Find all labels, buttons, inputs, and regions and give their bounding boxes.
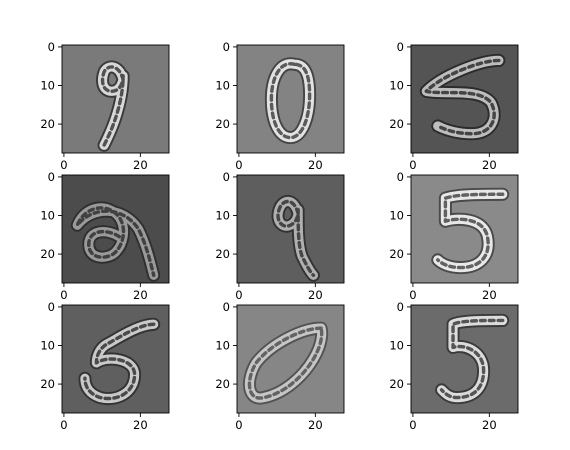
y-tick-label: 20 xyxy=(40,117,55,131)
digit-stroke-core xyxy=(100,65,125,148)
digit-stroke-core xyxy=(439,318,505,400)
x-tick-label: 0 xyxy=(409,418,416,432)
panel-frame xyxy=(61,174,170,284)
panel-frame xyxy=(61,44,170,154)
digit-stroke-core xyxy=(75,206,156,278)
image-panel-1: 0 10 20 0 20 xyxy=(40,40,170,172)
y-tick-label: 10 xyxy=(40,79,55,93)
image-panel-2: 0 10 20 0 20 xyxy=(215,40,345,172)
x-tick-label: 0 xyxy=(235,418,242,432)
y-tick-label: 20 xyxy=(215,377,230,391)
x-tick-label: 0 xyxy=(235,288,242,302)
digit-stroke-core xyxy=(269,62,312,140)
y-tick-label: 20 xyxy=(389,247,404,261)
panel-frame xyxy=(236,174,345,284)
y-tick-label: 0 xyxy=(223,40,230,54)
y-tick-label: 0 xyxy=(397,40,404,54)
y-tick-label: 10 xyxy=(215,339,230,353)
y-tick-label: 0 xyxy=(223,170,230,184)
image-panel-4: 0 10 20 0 20 xyxy=(40,170,170,302)
y-tick-label: 10 xyxy=(40,339,55,353)
y-tick-label: 20 xyxy=(215,247,230,261)
digit-stroke-core xyxy=(424,58,501,136)
panel-frame xyxy=(410,304,519,414)
y-tick-label: 0 xyxy=(48,40,55,54)
y-tick-label: 20 xyxy=(389,377,404,391)
y-tick-label: 20 xyxy=(215,117,230,131)
panel-frame xyxy=(61,304,170,414)
y-tick-label: 20 xyxy=(40,247,55,261)
x-tick-label: 20 xyxy=(133,418,148,432)
x-tick-label: 20 xyxy=(308,418,323,432)
panel-frame xyxy=(410,44,519,154)
x-tick-label: 20 xyxy=(482,418,497,432)
x-tick-label: 0 xyxy=(409,288,416,302)
x-tick-label: 0 xyxy=(60,418,67,432)
x-tick-label: 0 xyxy=(235,158,242,172)
x-tick-label: 20 xyxy=(482,158,497,172)
image-panel-9: 0 10 20 0 20 xyxy=(389,300,519,432)
panel-frame xyxy=(236,304,345,414)
image-panel-7: 0 10 20 0 20 xyxy=(40,300,170,432)
digit-stroke-core xyxy=(83,322,156,401)
image-panel-5: 0 10 20 0 20 xyxy=(215,170,345,302)
y-tick-label: 0 xyxy=(48,170,55,184)
y-tick-label: 20 xyxy=(389,117,404,131)
x-tick-label: 20 xyxy=(133,288,148,302)
y-tick-label: 10 xyxy=(215,79,230,93)
x-tick-label: 0 xyxy=(60,288,67,302)
digit-stroke-core xyxy=(247,326,324,400)
panel-frame xyxy=(236,44,345,154)
image-panel-6: 0 10 20 0 20 xyxy=(389,170,519,302)
y-tick-label: 10 xyxy=(389,209,404,223)
y-tick-label: 0 xyxy=(397,170,404,184)
y-tick-label: 10 xyxy=(389,79,404,93)
x-tick-label: 20 xyxy=(482,288,497,302)
x-tick-label: 20 xyxy=(308,158,323,172)
x-tick-label: 20 xyxy=(133,158,148,172)
digit-stroke-core xyxy=(436,192,505,270)
digit-stroke-core xyxy=(276,199,316,278)
image-panel-8: 0 10 20 0 20 xyxy=(215,300,345,432)
x-tick-label: 0 xyxy=(60,158,67,172)
y-tick-label: 0 xyxy=(223,300,230,314)
y-tick-label: 0 xyxy=(397,300,404,314)
y-tick-label: 10 xyxy=(389,339,404,353)
image-panel-3: 0 10 20 0 20 xyxy=(389,40,519,172)
x-tick-label: 20 xyxy=(308,288,323,302)
y-tick-label: 10 xyxy=(40,209,55,223)
x-tick-label: 0 xyxy=(409,158,416,172)
panel-frame xyxy=(410,174,519,284)
y-tick-label: 0 xyxy=(48,300,55,314)
y-tick-label: 20 xyxy=(40,377,55,391)
y-tick-label: 10 xyxy=(215,209,230,223)
